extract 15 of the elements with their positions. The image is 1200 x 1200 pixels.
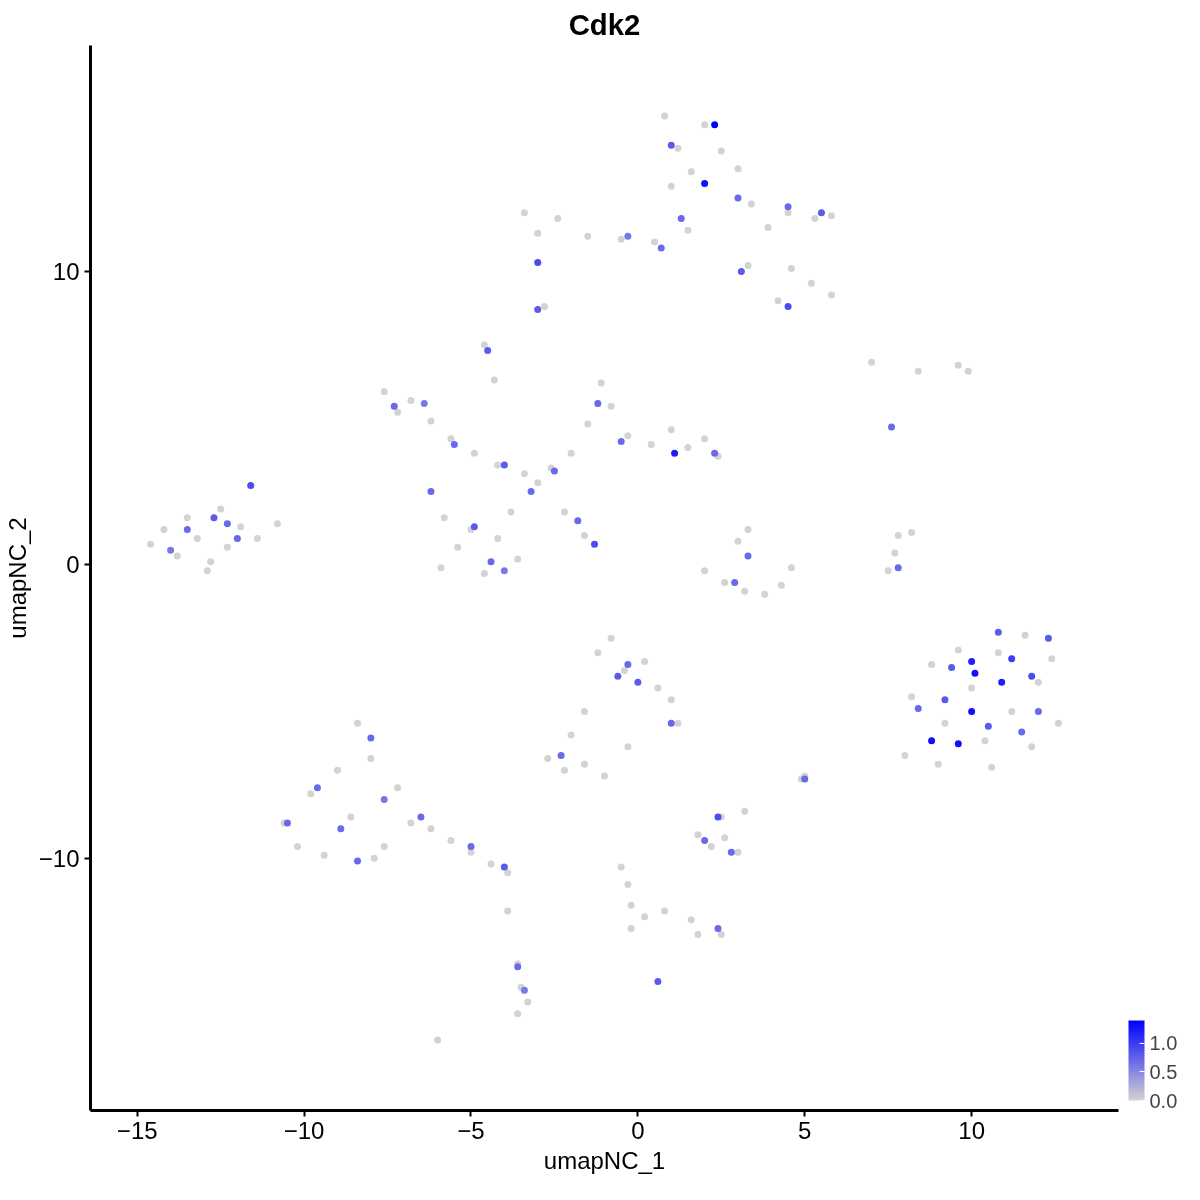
- y-tick-label: −10: [38, 844, 80, 872]
- y-axis-title: umapNC_2: [3, 517, 31, 639]
- chart-title: Cdk2: [568, 7, 641, 41]
- x-tick-label: 10: [958, 1116, 985, 1144]
- y-tick-label: 10: [52, 257, 80, 285]
- color-bar-label: 1.0: [1149, 1032, 1178, 1055]
- x-tick-label: −10: [283, 1116, 325, 1144]
- color-bar-label: 0.5: [1149, 1060, 1178, 1083]
- x-tick-label: −15: [116, 1116, 158, 1144]
- x-tick-label: −5: [457, 1116, 485, 1144]
- color-bar-label: 0.0: [1149, 1089, 1178, 1112]
- y-tick-label: 0: [66, 551, 80, 579]
- x-tick-label: 0: [631, 1116, 645, 1144]
- x-axis-title: umapNC_1: [543, 1146, 666, 1174]
- x-tick-label: 5: [798, 1116, 812, 1144]
